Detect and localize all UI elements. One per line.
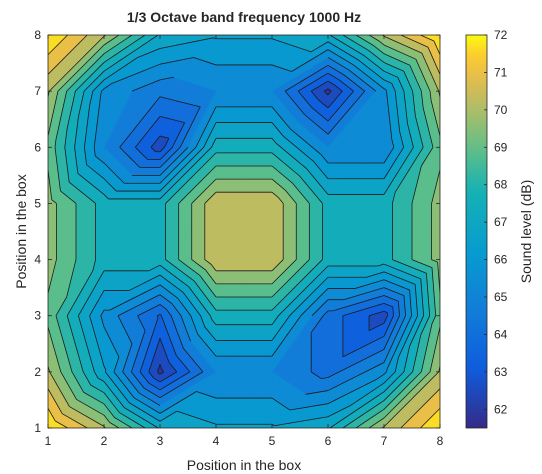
contour-line (119, 64, 400, 399)
contour-line (148, 80, 388, 383)
contour-line (48, 35, 440, 428)
colorbar-tick-label: 63 (494, 365, 508, 379)
x-tick-label: 3 (157, 434, 164, 448)
contour-line (135, 72, 394, 391)
colorbar: 62 63 64 65 66 67 68 69 70 71 72 (465, 28, 508, 429)
colorbar-tick-label: 64 (494, 327, 508, 341)
plot-frame (47, 34, 441, 429)
colorbar-tick-label: 62 (494, 402, 508, 416)
colorbar-tick-label: 69 (494, 140, 508, 154)
y-tick-label: 7 (34, 84, 41, 98)
contour-plot-area (48, 35, 440, 428)
contour-line (157, 88, 332, 375)
contour-line (93, 49, 412, 414)
contour-line (48, 35, 440, 428)
x-tick-label: 6 (325, 434, 332, 448)
colorbar-tick-label: 71 (494, 65, 508, 79)
y-axis: 1 2 3 4 5 6 7 8 (34, 28, 440, 435)
y-tick-label: 4 (34, 253, 41, 267)
colorbar-label: Sound level (dB) (518, 180, 534, 284)
x-tick-label: 1 (45, 434, 52, 448)
y-tick-label: 5 (34, 196, 41, 210)
colorbar-tick-label: 72 (494, 28, 508, 42)
y-tick-label: 8 (34, 28, 41, 42)
x-tick-label: 4 (213, 434, 220, 448)
y-tick-label: 2 (34, 365, 41, 379)
x-tick-label: 7 (381, 434, 388, 448)
chart-title: 1/3 Octave band frequency 1000 Hz (127, 9, 361, 25)
x-axis-label: Position in the box (187, 457, 301, 473)
x-tick-label: 2 (101, 434, 108, 448)
contour-line (84, 37, 418, 427)
colorbar-tick-label: 67 (494, 215, 508, 229)
colorbar-tick-label: 70 (494, 103, 508, 117)
y-tick-label: 3 (34, 309, 41, 323)
y-tick-label: 1 (34, 421, 41, 435)
x-tick-label: 8 (437, 434, 444, 448)
colorbar-tick-label: 65 (494, 290, 508, 304)
colorbar-tick-label: 66 (494, 253, 508, 267)
x-tick-label: 5 (269, 434, 276, 448)
x-axis: 1 2 3 4 5 6 7 8 (45, 35, 444, 448)
colorbar-gradient (465, 34, 488, 429)
colorbar-tick-label: 68 (494, 178, 508, 192)
contour-line (48, 35, 440, 428)
y-tick-label: 6 (34, 140, 41, 154)
contour-line (117, 57, 406, 406)
contour-line (54, 35, 437, 428)
contour-line (74, 35, 425, 428)
contour-line (64, 35, 431, 428)
y-axis-label: Position in the box (13, 174, 29, 288)
